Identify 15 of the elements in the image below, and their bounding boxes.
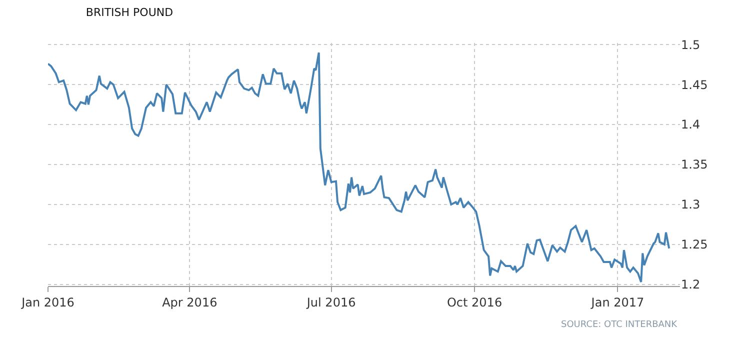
y-tick-label: 1.3 bbox=[681, 198, 700, 212]
y-tick-label: 1.45 bbox=[681, 78, 708, 92]
x-tick-label: Apr 2016 bbox=[162, 295, 218, 310]
source-note: SOURCE: OTC INTERBANK bbox=[561, 320, 678, 330]
chart-title: BRITISH POUND bbox=[86, 6, 174, 20]
y-tick-label: 1.25 bbox=[681, 238, 708, 252]
y-tick-label: 1.4 bbox=[681, 118, 700, 132]
y-tick-label: 1.35 bbox=[681, 158, 708, 172]
x-tick-label: Jan 2016 bbox=[20, 295, 74, 310]
x-tick-label: Oct 2016 bbox=[446, 295, 502, 310]
y-tick-label: 1.5 bbox=[681, 38, 700, 52]
line-series bbox=[48, 52, 670, 283]
x-tick-label: Jan 2017 bbox=[590, 295, 644, 310]
x-tick-label: Jul 2016 bbox=[306, 295, 356, 310]
y-tick-label: 1.2 bbox=[681, 278, 700, 292]
